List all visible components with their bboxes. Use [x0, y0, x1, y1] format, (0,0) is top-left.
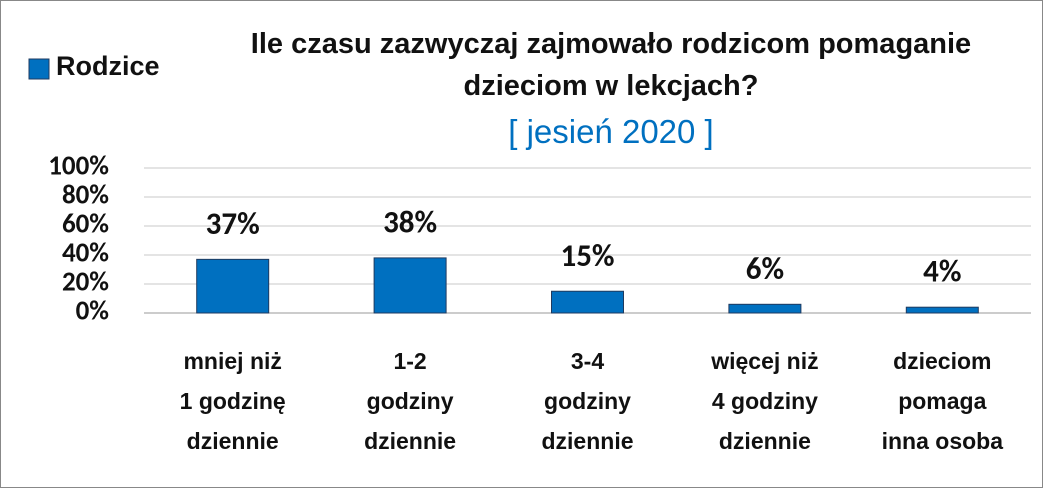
data-label: 37% [206, 205, 260, 243]
legend-swatch [28, 58, 50, 80]
y-tick-label: 60% [62, 208, 109, 241]
x-tick-label: 3-4 godziny dziennie [541, 348, 634, 454]
bar [728, 303, 802, 314]
y-tick-label: 0% [76, 295, 110, 328]
y-tick-label: 40% [62, 237, 109, 270]
bar [196, 258, 270, 314]
chart-subtitle: [ jesień 2020 ] [508, 113, 714, 150]
data-label: 4% [923, 253, 961, 291]
y-tick-label: 100% [48, 150, 109, 183]
data-label: 38% [383, 203, 437, 241]
x-tick-label: 1-2 godziny dziennie [364, 348, 457, 454]
bar [551, 290, 624, 314]
bar [905, 306, 979, 314]
data-label: 15% [560, 237, 614, 275]
x-tick-label: więcej niż 4 godziny dziennie [711, 348, 819, 454]
data-label: 6% [746, 250, 784, 288]
y-tick-label: 20% [62, 266, 109, 299]
x-tick-label: mniej niż 1 godzinę dziennie [179, 348, 286, 454]
x-tick-label: dzieciom pomaga inna osoba [881, 348, 1003, 454]
chart-title: Ile czasu zazwyczaj zajmowało rodzicom p… [250, 28, 972, 102]
legend-label: Rodzice [56, 51, 160, 81]
y-tick-label: 80% [62, 179, 109, 212]
bar [373, 257, 447, 314]
